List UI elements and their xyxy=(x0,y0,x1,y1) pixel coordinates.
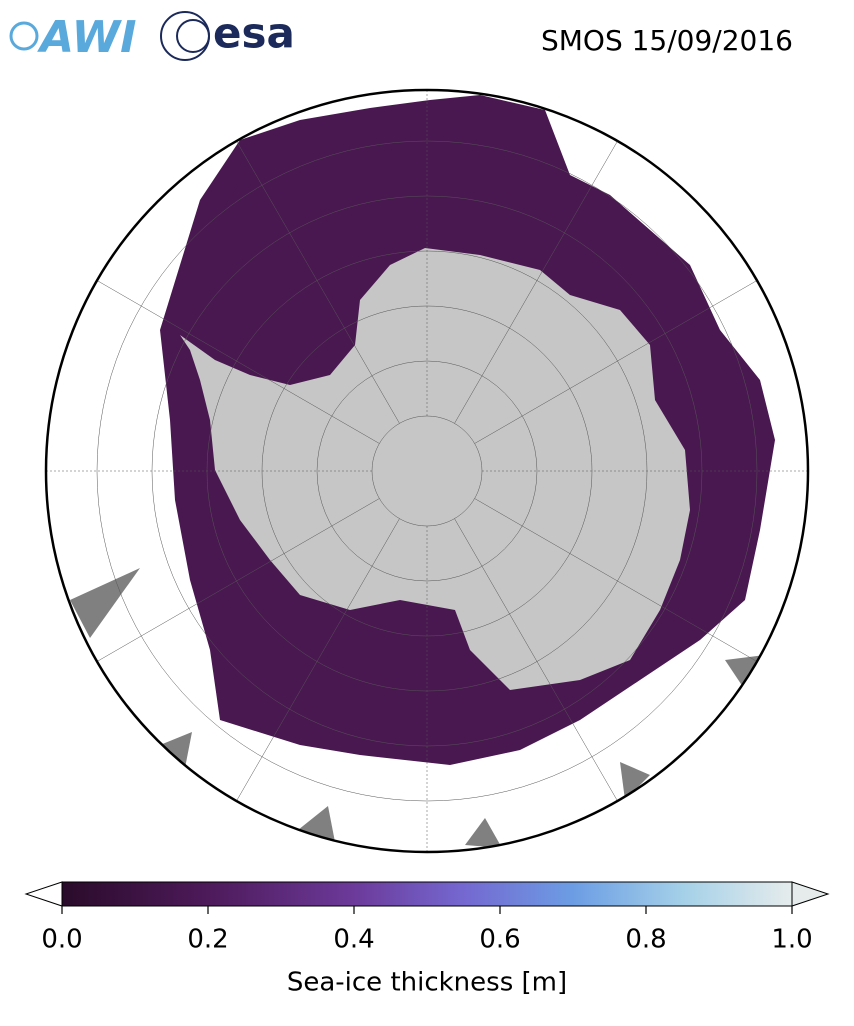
awi-logo: AWI xyxy=(9,12,137,63)
map-frame xyxy=(44,88,810,854)
esa-logo-text: esa xyxy=(213,9,295,58)
meridian xyxy=(226,518,400,818)
meridian xyxy=(80,270,380,444)
meridian xyxy=(474,498,774,672)
colorbar-tick-label: 0.8 xyxy=(625,925,666,955)
meridian xyxy=(226,124,400,424)
colorbar-tick-label: 0.6 xyxy=(479,925,520,955)
meridian xyxy=(474,270,774,444)
colorbar-max-extend xyxy=(791,881,830,907)
colorbar: Sea-ice thickness [m] 0.0 0.2 0.4 0.6 0.8 1.0 xyxy=(24,881,830,998)
colorbar-label: Sea-ice thickness [m] xyxy=(287,968,567,998)
colorbar-tick-label: 0.0 xyxy=(41,925,82,955)
no-data xyxy=(70,568,765,848)
awi-logo-text: AWI xyxy=(37,12,137,63)
map xyxy=(46,90,808,852)
esa-logo: esa xyxy=(160,9,295,61)
graticule xyxy=(46,90,808,852)
latitude-circle xyxy=(316,360,538,582)
colorbar-bar xyxy=(61,881,793,907)
latitude-circle xyxy=(96,140,758,802)
meridian xyxy=(454,518,628,818)
antarctica xyxy=(180,248,690,690)
colorbar-tick-label: 0.4 xyxy=(333,925,374,955)
colorbar-tick-label: 1.0 xyxy=(771,925,812,955)
map-title: SMOS 15/09/2016 xyxy=(541,24,793,57)
colorbar-min-extend xyxy=(24,881,63,907)
colorbar-tick-label: 0.2 xyxy=(187,925,228,955)
meridian xyxy=(80,498,380,672)
meridian xyxy=(454,124,628,424)
